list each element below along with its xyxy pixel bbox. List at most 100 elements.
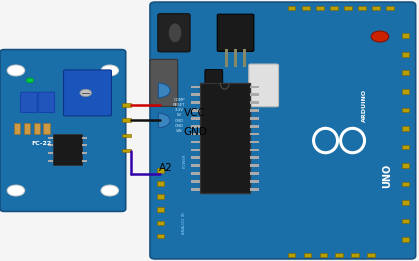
Bar: [336, 253, 343, 257]
Bar: [82, 144, 87, 146]
Bar: [402, 70, 409, 75]
Bar: [250, 101, 259, 104]
FancyBboxPatch shape: [38, 92, 55, 112]
Bar: [191, 149, 200, 151]
Bar: [122, 149, 131, 152]
Bar: [191, 180, 200, 183]
Text: FC-22: FC-22: [31, 140, 52, 146]
Bar: [191, 141, 200, 143]
Text: A2: A2: [159, 163, 173, 173]
Circle shape: [371, 31, 389, 42]
FancyBboxPatch shape: [205, 70, 223, 89]
Bar: [402, 52, 409, 57]
Bar: [304, 253, 311, 257]
Text: GND: GND: [184, 127, 207, 137]
Bar: [157, 207, 164, 212]
Bar: [402, 126, 409, 131]
Bar: [122, 103, 131, 107]
FancyBboxPatch shape: [0, 50, 126, 211]
Bar: [316, 6, 323, 10]
Circle shape: [26, 78, 34, 83]
Bar: [54, 134, 82, 165]
Bar: [157, 234, 164, 238]
Bar: [402, 237, 409, 242]
FancyBboxPatch shape: [150, 2, 416, 259]
Bar: [250, 149, 259, 151]
Bar: [122, 134, 131, 137]
Bar: [344, 6, 352, 10]
Bar: [157, 181, 164, 186]
Bar: [250, 180, 259, 183]
Bar: [13, 123, 20, 134]
Bar: [288, 253, 295, 257]
Bar: [191, 125, 200, 128]
Circle shape: [7, 65, 25, 76]
FancyBboxPatch shape: [150, 59, 178, 106]
Bar: [49, 160, 54, 162]
Text: VCC: VCC: [184, 108, 205, 118]
Bar: [82, 152, 87, 154]
FancyBboxPatch shape: [217, 14, 254, 51]
Circle shape: [80, 89, 92, 97]
Circle shape: [101, 185, 119, 196]
Ellipse shape: [168, 23, 182, 43]
Wedge shape: [158, 113, 170, 128]
Bar: [402, 108, 409, 112]
Bar: [320, 253, 327, 257]
Circle shape: [7, 185, 25, 196]
Bar: [250, 93, 259, 96]
FancyBboxPatch shape: [249, 64, 279, 107]
Bar: [402, 219, 409, 223]
Text: UNO: UNO: [383, 163, 393, 188]
Bar: [191, 101, 200, 104]
Bar: [358, 6, 366, 10]
Bar: [386, 6, 394, 10]
Bar: [402, 89, 409, 94]
Bar: [191, 188, 200, 191]
Wedge shape: [158, 83, 170, 98]
Bar: [23, 123, 30, 134]
Bar: [250, 86, 259, 88]
Bar: [82, 137, 87, 139]
Bar: [44, 123, 50, 134]
Bar: [243, 49, 246, 67]
Text: COMP
RESET
3.3V
5V
GND
GND
VIN: COMP RESET 3.3V 5V GND GND VIN: [173, 98, 186, 133]
Bar: [250, 125, 259, 128]
Bar: [367, 253, 375, 257]
Bar: [402, 163, 409, 168]
Bar: [157, 221, 164, 225]
Bar: [191, 133, 200, 135]
Bar: [330, 6, 338, 10]
Bar: [49, 144, 54, 146]
Text: ANALOG IN: ANALOG IN: [182, 212, 186, 234]
Bar: [402, 145, 409, 149]
Bar: [157, 168, 164, 173]
Bar: [402, 182, 409, 186]
FancyBboxPatch shape: [64, 70, 111, 116]
Bar: [191, 172, 200, 175]
FancyBboxPatch shape: [158, 14, 190, 52]
Text: ARDUINO: ARDUINO: [362, 89, 367, 122]
Bar: [225, 49, 228, 67]
Bar: [157, 194, 164, 199]
Bar: [250, 156, 259, 159]
Bar: [191, 86, 200, 88]
Bar: [250, 188, 259, 191]
Bar: [200, 83, 250, 193]
Bar: [250, 109, 259, 112]
Bar: [351, 253, 359, 257]
Bar: [402, 33, 409, 38]
Bar: [234, 49, 237, 67]
Bar: [250, 141, 259, 143]
Bar: [372, 6, 380, 10]
Bar: [302, 6, 310, 10]
Bar: [122, 118, 131, 122]
Bar: [191, 156, 200, 159]
Bar: [191, 109, 200, 112]
Bar: [288, 6, 295, 10]
FancyBboxPatch shape: [21, 92, 37, 112]
Bar: [250, 117, 259, 120]
Bar: [191, 93, 200, 96]
Bar: [49, 152, 54, 154]
Bar: [402, 200, 409, 205]
